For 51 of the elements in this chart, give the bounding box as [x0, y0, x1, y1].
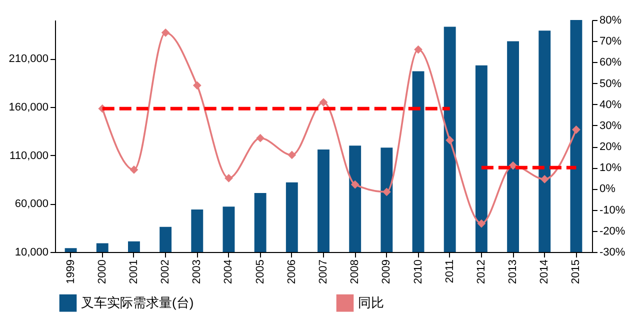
point — [319, 98, 328, 106]
y2-tick-label: -20% — [600, 225, 626, 238]
point — [224, 174, 233, 182]
point — [288, 150, 296, 160]
y-tick-label: 60,000 — [14, 198, 48, 210]
point — [572, 125, 580, 134]
y2-tick-label: 0% — [600, 183, 616, 196]
y2-tick-label: 70% — [600, 36, 622, 48]
x-tick-label: 2000 — [96, 260, 108, 284]
x-tick-label: 2002 — [160, 260, 172, 284]
y-tick-label: 10,000 — [14, 246, 48, 258]
y2-tick-label: 30% — [600, 120, 622, 132]
x-tick-label: 2001 — [128, 260, 140, 284]
y2-tick-label: 50% — [600, 78, 622, 90]
x-tick-label: 1999 — [64, 260, 77, 284]
x-tick-label: 2009 — [380, 260, 393, 284]
point — [508, 161, 518, 170]
x-tick-label: 2015 — [570, 260, 582, 284]
x-tick-label: 2011 — [444, 260, 456, 284]
y2-tick-label: 20% — [600, 141, 622, 154]
point — [540, 175, 549, 184]
point — [382, 188, 391, 196]
x-tick-label: 2013 — [507, 260, 520, 284]
point — [414, 45, 422, 54]
legend-label: 叉车实际需求量(台) — [81, 295, 194, 310]
point — [130, 166, 138, 174]
y2-tick-label: 80% — [600, 14, 622, 26]
x-tick-label: 2006 — [286, 260, 298, 284]
legend-label: 同比 — [358, 295, 384, 310]
x-tick-label: 2008 — [349, 260, 362, 284]
point — [161, 28, 170, 37]
point — [256, 134, 265, 142]
x-tick-label: 2014 — [538, 260, 551, 284]
y2-tick-label: 60% — [600, 56, 622, 69]
point — [477, 219, 486, 228]
y2-tick-label: 10% — [600, 162, 622, 174]
y-tick-label: 160,000 — [8, 102, 48, 114]
point — [350, 180, 360, 189]
point — [446, 136, 454, 144]
x-tick-label: 2004 — [222, 260, 235, 284]
y-tick-label: 210,000 — [8, 53, 48, 66]
y2-tick-label: -10% — [600, 204, 626, 216]
y2-tick-label: -30% — [600, 246, 626, 258]
x-tick-label: 2003 — [191, 260, 204, 284]
x-tick-label: 2012 — [475, 260, 488, 284]
x-tick-label: 2005 — [254, 260, 266, 284]
x-tick-label: 2007 — [318, 260, 330, 284]
point — [192, 81, 202, 90]
y2-tick-label: 40% — [600, 98, 622, 111]
x-tick-label: 2010 — [412, 260, 424, 284]
y-tick-label: 110,000 — [10, 150, 48, 162]
